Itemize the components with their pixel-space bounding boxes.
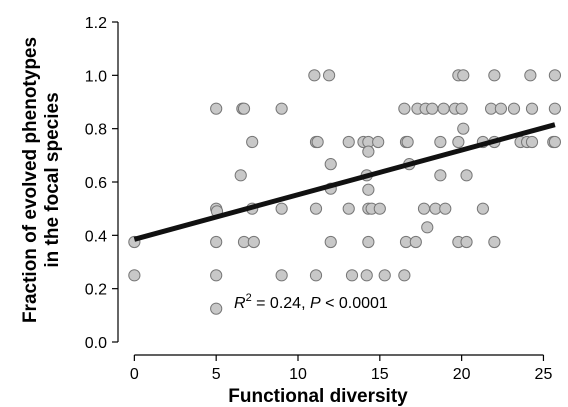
data-point xyxy=(398,269,411,282)
data-point xyxy=(417,202,431,215)
x-axis-title: Functional diversity xyxy=(228,386,408,407)
data-point xyxy=(275,102,288,115)
data-point xyxy=(128,269,141,282)
regression-annotation: R2 = 0.24, P < 0.0001 xyxy=(234,292,388,312)
data-point xyxy=(457,69,470,82)
data-point xyxy=(308,69,321,82)
data-point xyxy=(494,102,508,115)
data-point xyxy=(210,269,223,282)
data-point xyxy=(342,202,355,215)
data-point xyxy=(237,102,251,115)
data-point xyxy=(457,122,470,135)
data-point xyxy=(345,269,359,282)
data-points xyxy=(128,69,562,315)
p-symbol: P xyxy=(310,295,321,312)
y-tick-label: 0.6 xyxy=(85,175,107,192)
data-point xyxy=(548,135,562,149)
data-point xyxy=(525,102,539,115)
data-point xyxy=(360,269,373,282)
r-symbol: R xyxy=(234,295,246,312)
axes: 0.0 0.2 0.4 0.6 0.8 1.0 1.2 0 5 10 15 20 25 xyxy=(85,15,553,383)
data-point xyxy=(373,202,386,215)
y-axis-title-line-2: in the focal species xyxy=(42,92,63,267)
data-point xyxy=(372,135,385,149)
x-tick-label: 0 xyxy=(130,366,139,383)
data-point xyxy=(548,69,562,82)
y-tick-label: 0.8 xyxy=(85,122,107,139)
data-point xyxy=(476,202,490,215)
data-point xyxy=(426,102,439,115)
data-point xyxy=(246,135,259,149)
p-value-text: < 0.0001 xyxy=(321,295,388,312)
x-tick-label: 15 xyxy=(371,366,389,383)
data-point xyxy=(362,183,375,196)
y-axis-title: Fraction of evolved phenotypes in the fo… xyxy=(20,37,63,323)
y-tick-label: 1.0 xyxy=(85,68,107,85)
annotation-equals: = 0.24, xyxy=(252,295,310,312)
data-point xyxy=(525,135,539,149)
data-point xyxy=(488,69,501,82)
data-point xyxy=(409,235,422,249)
data-point xyxy=(548,102,562,115)
y-tick-label: 0.2 xyxy=(85,282,107,299)
data-point xyxy=(324,235,337,249)
data-point xyxy=(378,269,391,282)
data-point xyxy=(309,269,323,282)
trend-line-group xyxy=(133,122,556,242)
data-point xyxy=(275,269,288,282)
y-tick-label: 1.2 xyxy=(85,15,107,32)
y-tick-label: 0.0 xyxy=(85,335,107,352)
data-point xyxy=(324,158,337,171)
data-point xyxy=(398,102,411,115)
data-point xyxy=(311,135,324,149)
data-point xyxy=(455,102,468,115)
data-point xyxy=(437,102,450,115)
x-tick-label: 5 xyxy=(212,366,221,383)
data-point xyxy=(210,102,223,115)
data-point xyxy=(275,202,288,215)
data-point xyxy=(507,102,521,115)
data-point xyxy=(421,221,434,234)
data-point xyxy=(247,235,260,249)
x-tick-label: 10 xyxy=(289,366,307,383)
y-tick-label: 0.4 xyxy=(85,228,107,245)
data-point xyxy=(234,169,247,182)
data-point xyxy=(309,202,323,215)
data-point xyxy=(322,69,336,82)
r-exponent: 2 xyxy=(246,292,252,304)
data-point xyxy=(362,235,375,249)
data-point xyxy=(452,135,465,149)
data-point xyxy=(439,202,452,215)
data-point xyxy=(460,169,473,182)
x-tick-label: 25 xyxy=(535,366,553,383)
data-point xyxy=(210,302,223,315)
data-point xyxy=(342,135,355,149)
data-point xyxy=(401,135,414,149)
data-point xyxy=(434,135,447,149)
data-point xyxy=(434,169,447,182)
trend-line xyxy=(133,122,556,242)
data-point xyxy=(524,69,537,82)
data-point xyxy=(362,145,375,158)
y-axis-title-line-1: Fraction of evolved phenotypes xyxy=(20,37,41,323)
data-point xyxy=(460,235,473,249)
x-tick-label: 20 xyxy=(453,366,471,383)
data-point xyxy=(488,235,501,249)
data-point xyxy=(210,235,223,249)
